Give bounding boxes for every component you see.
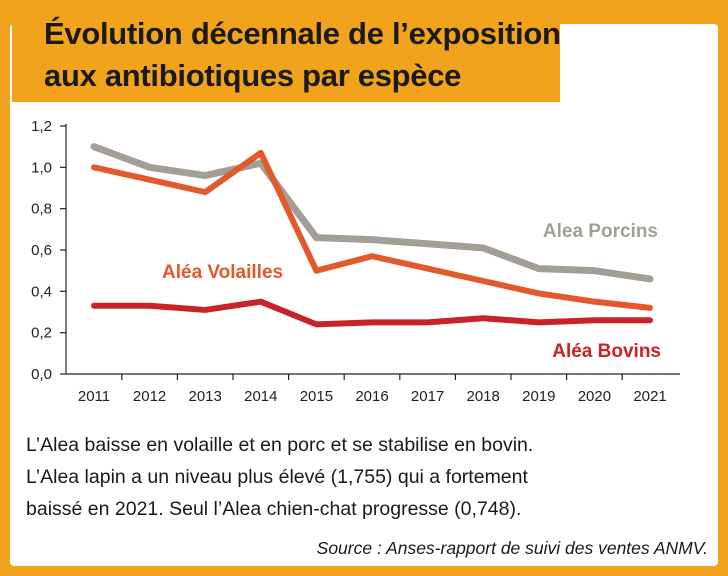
series-line	[90, 143, 654, 283]
y-tick-label: 0,4	[31, 283, 52, 300]
series-line	[91, 298, 653, 328]
x-tick-label: 2016	[355, 388, 388, 405]
x-tick-label: 2012	[133, 388, 166, 405]
chart-card	[10, 24, 718, 566]
y-tick-label: 0,2	[31, 325, 52, 342]
x-tick-label: 2017	[411, 388, 444, 405]
line-chart: 0,0 0,2 0,4 0,6 0,8 1,0 1,2 2011 2012 2013 2014 201…	[31, 118, 680, 405]
caption-line1: L’Alea baisse en volaille et en porc et …	[26, 434, 534, 456]
series-label: Alea Porcins	[543, 221, 658, 242]
series-label: Aléa Volailles	[162, 262, 283, 283]
y-tick-label: 1,0	[31, 159, 52, 176]
series-label: Aléa Bovins	[552, 341, 661, 362]
x-tick-label: 2021	[633, 388, 666, 405]
y-tick-label: 1,2	[31, 118, 52, 135]
y-tick-label: 0,0	[31, 366, 52, 383]
x-tick-label: 2011	[78, 388, 110, 405]
x-tick-label: 2020	[578, 388, 611, 405]
chart-title-line1: Évolution décennale de l’exposition	[44, 16, 561, 51]
caption-line2: L’Alea lapin a un niveau plus élevé (1,7…	[26, 466, 528, 488]
y-tick-label: 0,8	[31, 201, 52, 218]
x-tick-label: 2014	[244, 388, 277, 405]
title-box: Évolution décennale de l’exposition aux …	[12, 4, 561, 102]
caption-line3: baissé en 2021. Seul l’Alea chien-chat p…	[26, 498, 522, 520]
series-line	[91, 149, 653, 311]
y-tick-label: 0,6	[31, 242, 52, 259]
source-note: Source : Anses-rapport de suivi des vent…	[316, 538, 708, 558]
chart-title-line2: aux antibiotiques par espèce	[44, 58, 462, 93]
x-tick-label: 2015	[300, 388, 333, 405]
x-tick-label: 2019	[522, 388, 555, 405]
x-tick-label: 2018	[467, 388, 500, 405]
x-tick-label: 2013	[189, 388, 222, 405]
